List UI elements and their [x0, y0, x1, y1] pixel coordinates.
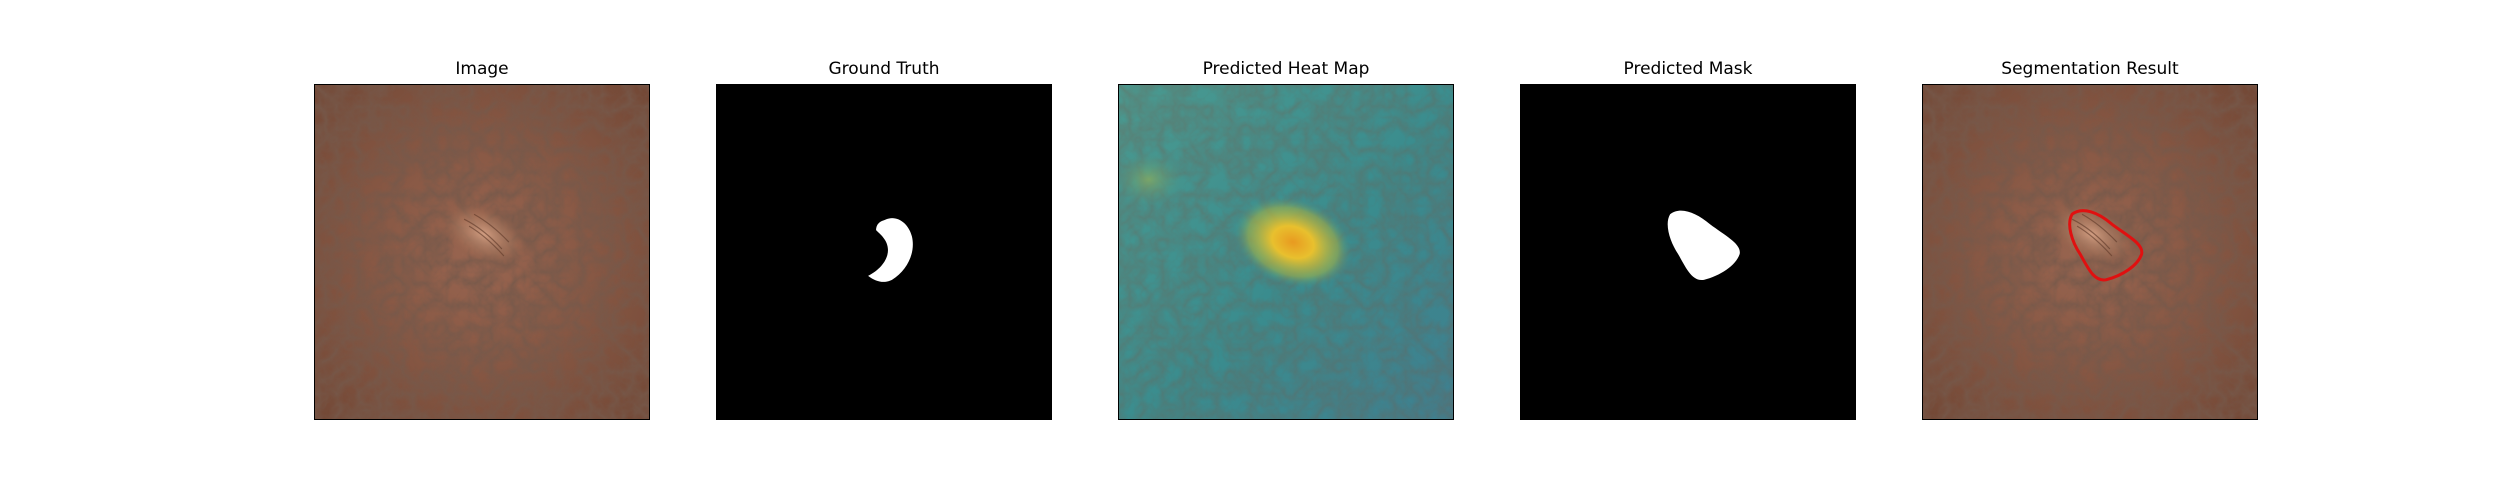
predicted-mask — [1521, 85, 1855, 419]
image-frame — [314, 84, 650, 420]
panel-heat-map: Predicted Heat Map — [1118, 57, 1454, 420]
panel-title-segmentation-result: Segmentation Result — [2001, 59, 2179, 79]
segmentation-overlay — [1923, 85, 2257, 419]
panel-predicted-mask: Predicted Mask — [1520, 57, 1856, 420]
ground-truth-region — [868, 218, 913, 282]
panel-title-heat-map: Predicted Heat Map — [1202, 59, 1370, 79]
leather-image — [315, 85, 649, 419]
panel-title-image: Image — [455, 59, 509, 79]
panel-title-ground-truth: Ground Truth — [828, 59, 940, 79]
predicted-region — [1667, 210, 1740, 281]
ground-truth-mask — [717, 85, 1051, 419]
segmentation-result-frame — [1922, 84, 2258, 420]
defect-wrinkles — [463, 213, 510, 257]
predicted-mask-frame — [1520, 84, 1856, 420]
panel-ground-truth: Ground Truth — [716, 57, 1052, 420]
heat-map-frame — [1118, 84, 1454, 420]
panel-title-predicted-mask: Predicted Mask — [1623, 59, 1753, 79]
heat-spot-minor — [1119, 149, 1189, 210]
panel-image: Image — [314, 57, 650, 420]
panel-segmentation-result: Segmentation Result — [1922, 57, 2258, 420]
heat-spot-major — [1233, 195, 1353, 289]
defect-area — [439, 201, 529, 267]
heat-map — [1119, 85, 1453, 419]
ground-truth-frame — [716, 84, 1052, 420]
segmentation-contour — [2068, 209, 2144, 282]
